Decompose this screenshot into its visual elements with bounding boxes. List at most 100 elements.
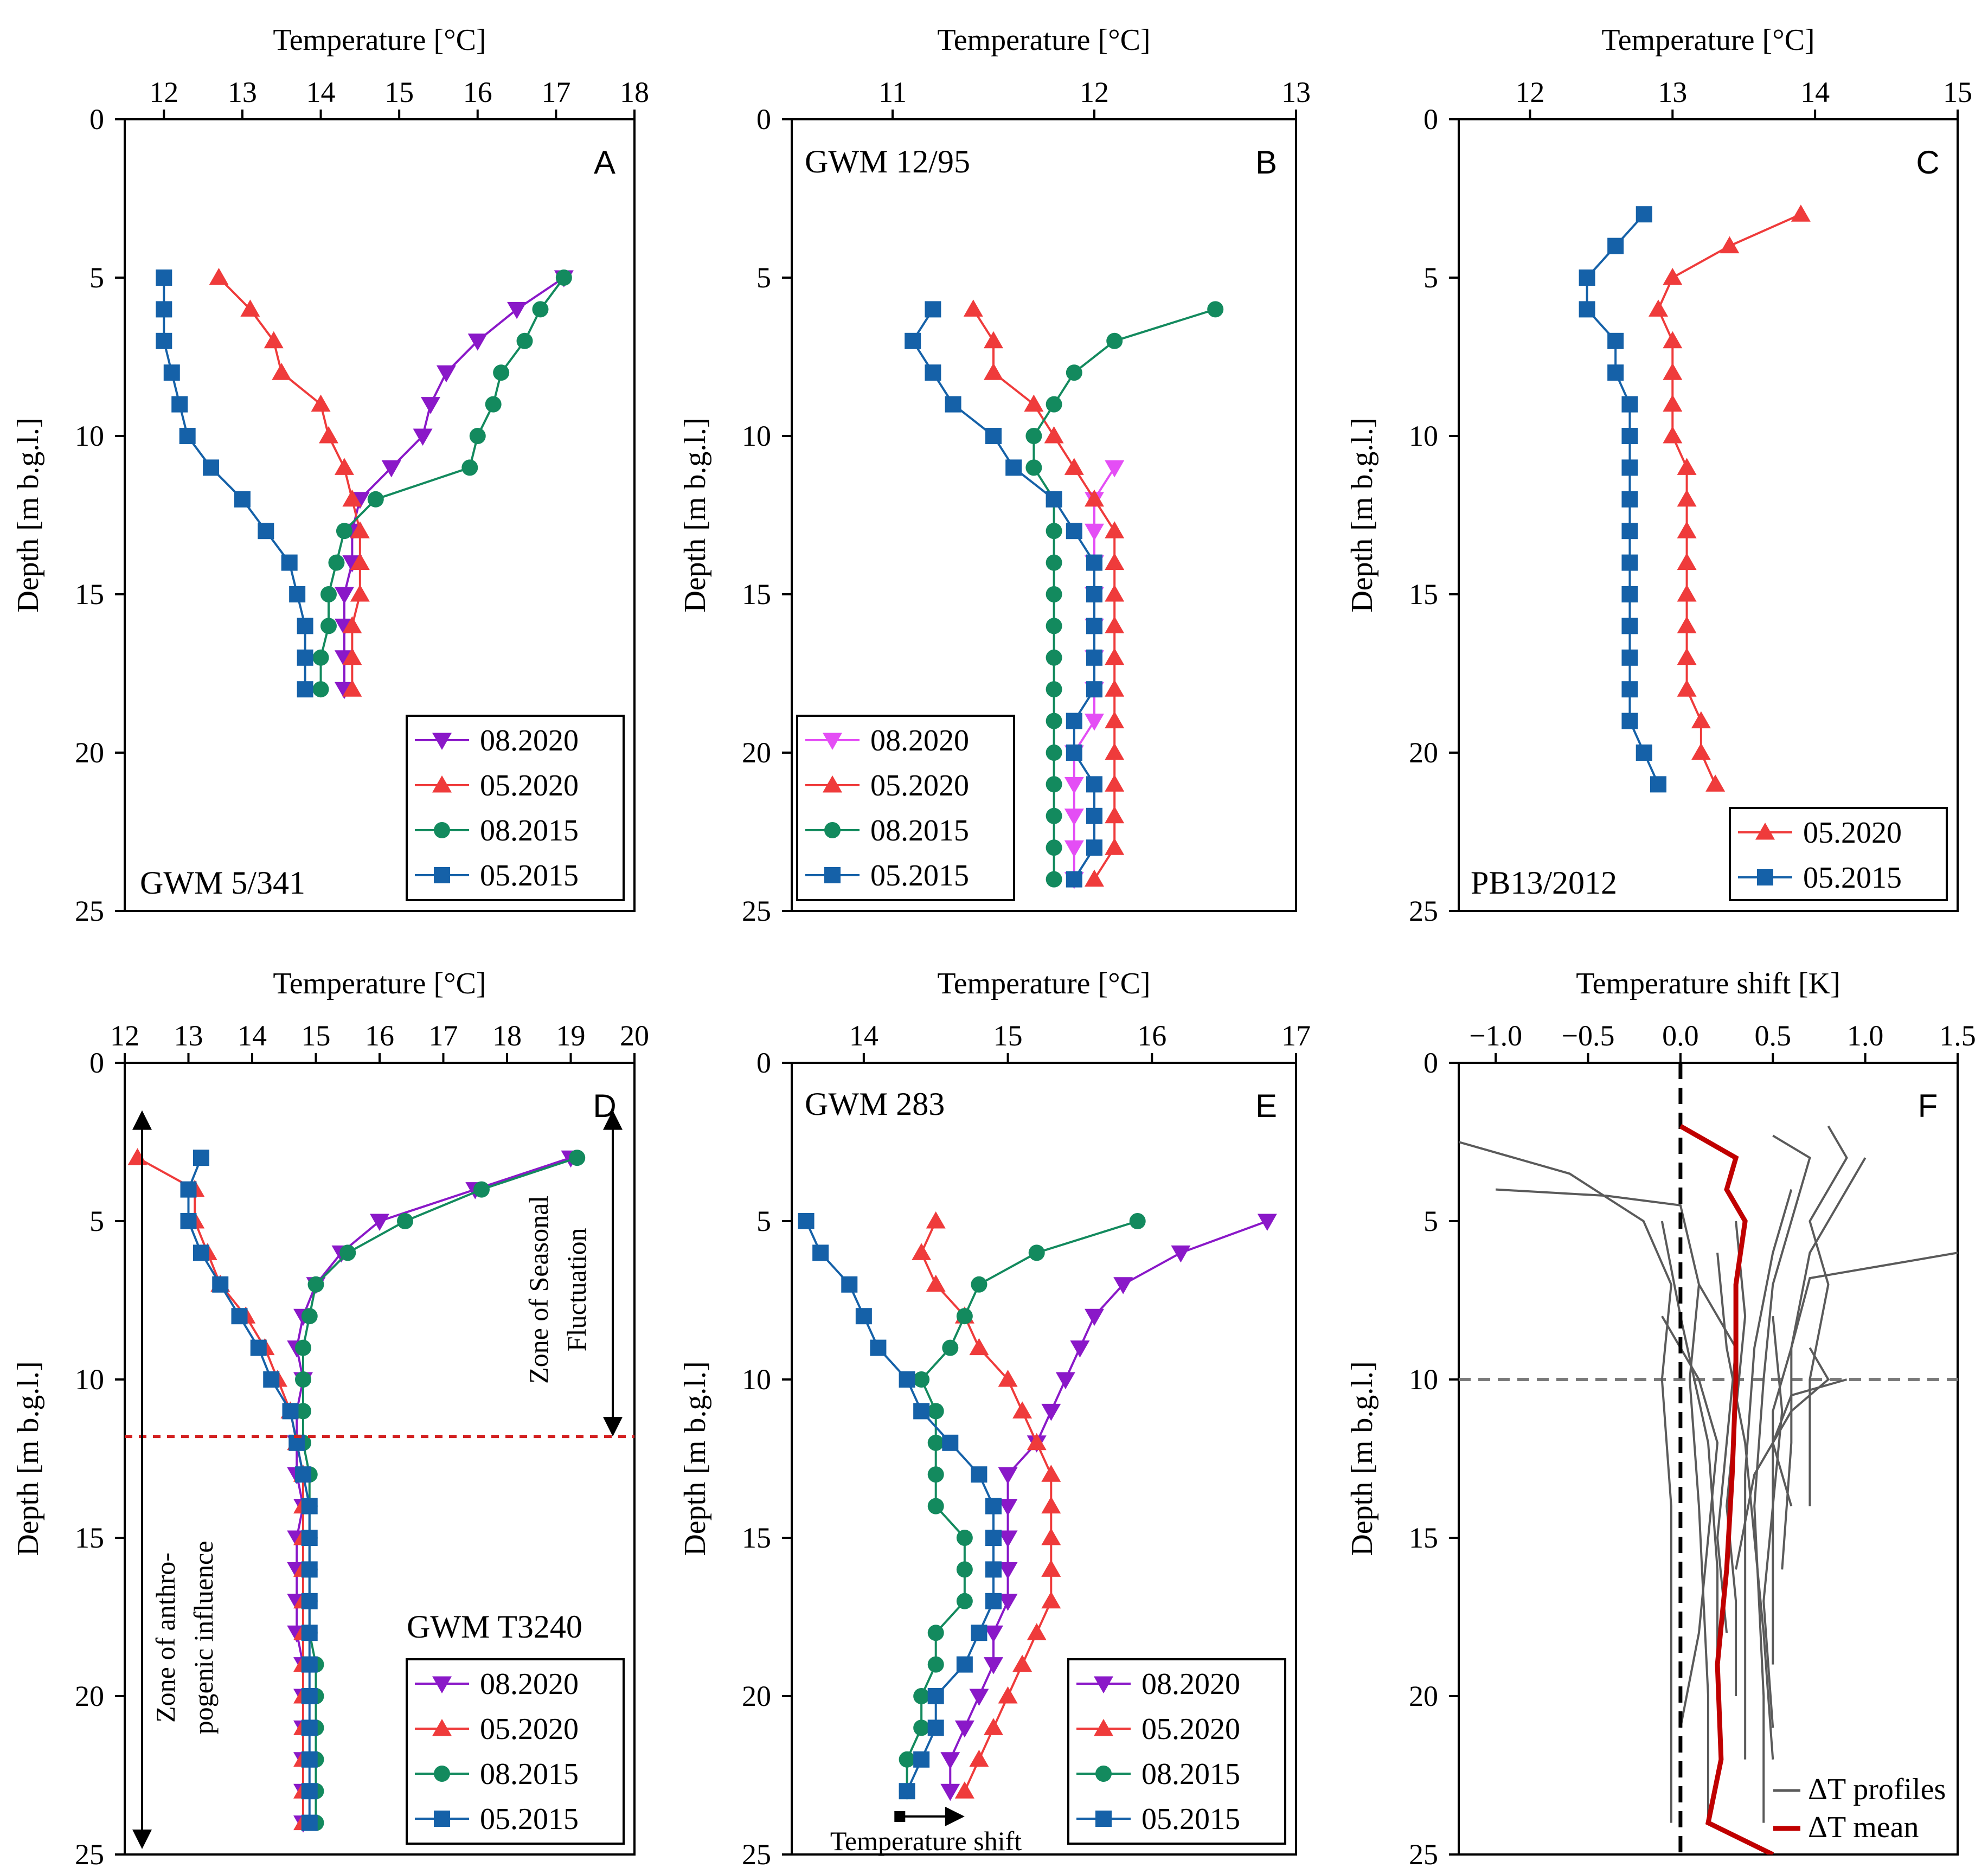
delta-t-profile	[1781, 1157, 1867, 1570]
x-tick-label: 20	[620, 1019, 649, 1052]
data-point-08.2020	[998, 1562, 1018, 1580]
data-point-05.2015	[971, 1625, 987, 1641]
legend-marker	[1095, 1811, 1112, 1827]
series-line-05.2020	[137, 1157, 304, 1823]
data-point-05.2015	[899, 1783, 915, 1800]
well-label: GWM T3240	[407, 1609, 582, 1645]
data-point-05.2020	[209, 268, 229, 285]
x-tick-label: 17	[541, 76, 570, 108]
y-tick-label: 0	[756, 1047, 771, 1079]
data-point-05.2020	[342, 679, 362, 697]
data-point-08.2015	[493, 364, 510, 381]
data-point-08.2015	[516, 332, 533, 349]
data-point-08.2020	[1064, 840, 1084, 858]
data-point-05.2015	[1086, 586, 1102, 602]
legend: 08.2020 05.2020 08.2015 05.2015	[796, 715, 1015, 901]
y-tick-label: 15	[742, 1522, 771, 1554]
data-point-05.2015	[913, 1751, 930, 1768]
data-point-08.2020	[413, 428, 433, 446]
legend-marker	[823, 775, 842, 793]
data-point-05.2015	[798, 1213, 815, 1229]
data-point-05.2015	[301, 1530, 318, 1546]
x-tick-label: 0.5	[1755, 1019, 1792, 1052]
arrow-head	[945, 1806, 965, 1826]
x-tick-label: 14	[238, 1019, 267, 1052]
delta-t-profile	[1660, 1221, 1719, 1665]
data-point-08.2015	[320, 586, 337, 602]
data-point-05.2020	[1012, 1401, 1033, 1419]
data-point-05.2020	[342, 489, 362, 507]
data-point-05.2015	[1579, 269, 1595, 286]
delta-t-profile	[1772, 1252, 1958, 1665]
x-tick-label: 15	[1943, 76, 1972, 108]
data-point-08.2015	[312, 681, 329, 698]
y-tick-label: 20	[742, 736, 771, 769]
data-point-08.2015	[367, 491, 384, 508]
data-point-08.2015	[312, 649, 329, 666]
well-label: GWM 12/95	[805, 144, 970, 179]
y-axis-title: Depth [m b.g.l.]	[11, 418, 45, 612]
data-point-05.2020	[1677, 489, 1697, 507]
data-point-05.2020	[954, 1781, 974, 1799]
legend-marker	[434, 867, 450, 883]
data-point-08.2015	[1046, 871, 1062, 888]
legend-label: 08.2015	[1142, 1757, 1240, 1791]
plot-area	[1459, 1063, 1958, 1854]
data-point-05.2015	[1636, 745, 1652, 761]
data-point-05.2020	[1677, 647, 1697, 665]
data-point-08.2015	[1046, 839, 1062, 856]
plot-frame	[791, 118, 1297, 912]
delta-t-profile	[1459, 1141, 1672, 1823]
data-point-05.2020	[350, 553, 370, 570]
x-tick-label: 14	[849, 1019, 878, 1052]
data-point-08.2015	[956, 1530, 973, 1546]
data-point-05.2020	[926, 1211, 946, 1229]
x-tick-label: 15	[302, 1019, 331, 1052]
legend-marker	[1094, 1676, 1113, 1693]
data-point-05.2015	[203, 459, 220, 476]
data-point-08.2015	[913, 1371, 930, 1388]
data-point-05.2015	[301, 1783, 318, 1800]
legend-label: 05.2015	[870, 859, 969, 893]
data-point-05.2015	[156, 269, 172, 286]
data-point-08.2020	[1041, 1403, 1061, 1421]
y-tick-label: 5	[1423, 1205, 1438, 1237]
data-point-05.2015	[1621, 649, 1638, 666]
data-point-05.2015	[180, 1181, 197, 1198]
data-point-05.2015	[179, 428, 196, 444]
x-tick-label: 15	[384, 76, 414, 108]
data-point-08.2015	[927, 1434, 944, 1451]
y-tick-label: 25	[742, 1838, 771, 1871]
data-point-05.2020	[969, 1338, 989, 1356]
data-point-05.2015	[297, 618, 313, 634]
x-tick-label: 11	[878, 76, 907, 108]
temperature-shift-label: Temperature shift	[830, 1826, 1022, 1856]
delta-t-profile	[1762, 1316, 1784, 1728]
panel-letter: F	[1918, 1088, 1938, 1124]
data-point-05.2020	[1041, 1528, 1061, 1545]
y-tick-label: 15	[75, 1522, 104, 1554]
data-point-05.2020	[1791, 204, 1811, 222]
data-point-05.2015	[301, 1688, 318, 1704]
data-point-08.2015	[1046, 776, 1062, 793]
data-point-05.2015	[812, 1244, 829, 1261]
data-point-05.2020	[1012, 1654, 1033, 1672]
data-point-08.2020	[421, 397, 440, 414]
data-point-08.2020	[984, 1657, 1003, 1674]
x-tick-label: 12	[110, 1019, 139, 1052]
data-point-08.2020	[507, 301, 527, 319]
data-point-05.2020	[1105, 647, 1125, 665]
data-point-05.2015	[281, 554, 298, 571]
plot-area	[905, 299, 1224, 889]
data-point-05.2020	[334, 458, 354, 475]
data-point-08.2015	[1046, 586, 1062, 602]
data-point-05.2020	[1677, 616, 1697, 633]
series-line-05.2015	[805, 1221, 995, 1792]
arrow-head	[132, 1110, 152, 1130]
data-point-08.2015	[1046, 713, 1062, 729]
data-point-05.2015	[1086, 807, 1102, 824]
y-tick-label: 20	[1409, 736, 1438, 769]
data-point-05.2020	[1105, 806, 1125, 824]
data-point-08.2020	[998, 1594, 1018, 1611]
data-point-05.2020	[963, 299, 983, 317]
